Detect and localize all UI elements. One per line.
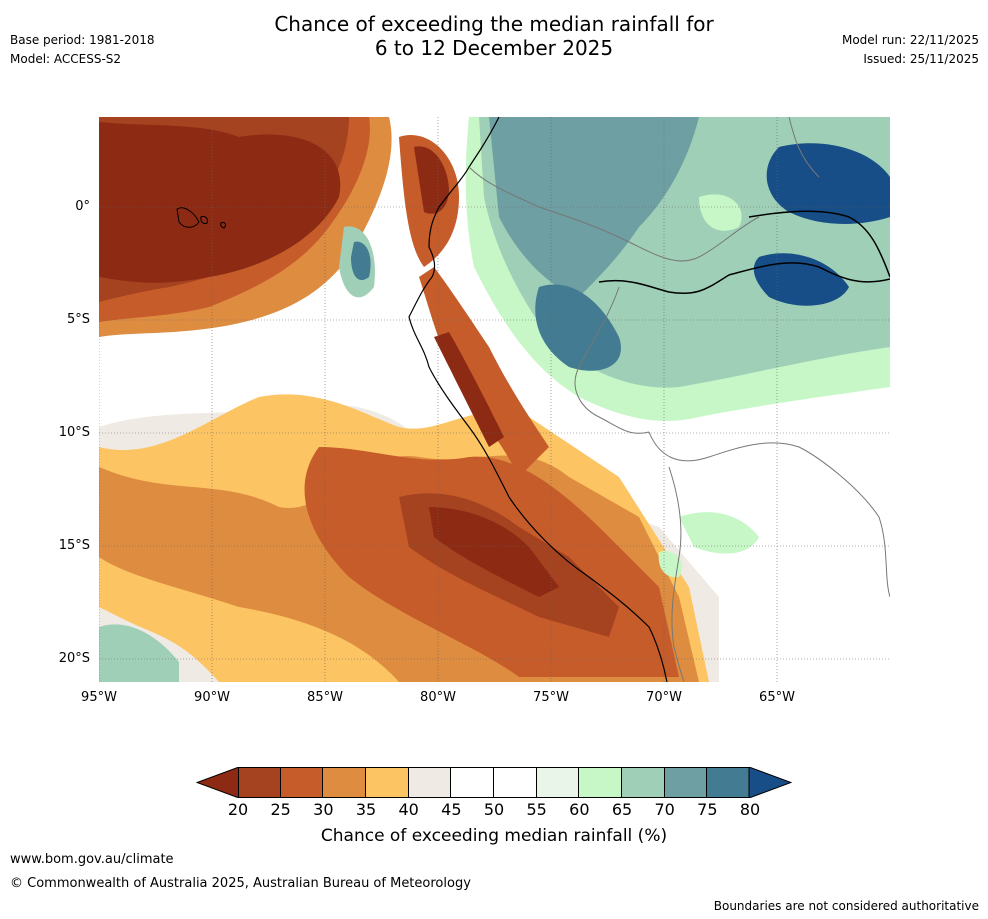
lat-label-5s: 5°S bbox=[66, 312, 90, 327]
colorbar-cell bbox=[536, 767, 580, 798]
coastal-dark-band bbox=[434, 332, 504, 447]
map-svg bbox=[99, 117, 890, 682]
wet-sw-corner bbox=[99, 624, 179, 682]
lat-label-15s: 15°S bbox=[58, 538, 90, 553]
coastline bbox=[408, 117, 668, 682]
lon-label-95w: 95°W bbox=[81, 690, 117, 705]
lat-label-10s: 10°S bbox=[58, 425, 90, 440]
patch-1 bbox=[679, 512, 759, 554]
high-arrow-shape bbox=[748, 767, 792, 798]
colorbar-tick-label: 40 bbox=[398, 800, 419, 819]
colorbar-tick-label: 30 bbox=[313, 800, 334, 819]
colorbar-tick-label: 65 bbox=[611, 800, 633, 819]
colorbar-cell bbox=[238, 767, 281, 798]
wet-isolated-core bbox=[351, 241, 371, 281]
footer-url[interactable]: www.bom.gov.au/climate bbox=[10, 852, 174, 867]
colorbar-tick-label: 50 bbox=[483, 800, 505, 819]
graticule bbox=[99, 117, 890, 682]
colorbar-cell bbox=[494, 767, 537, 798]
colorbar-frame bbox=[238, 767, 750, 798]
lon-label-70w: 70°W bbox=[646, 690, 682, 705]
colorbar-tick-label: 55 bbox=[526, 800, 547, 819]
galapagos-islands bbox=[176, 207, 226, 229]
lon-label-75w: 75°W bbox=[533, 690, 569, 705]
colorbar-tick-label: 45 bbox=[441, 800, 462, 819]
lon-label-80w: 80°W bbox=[420, 690, 456, 705]
model-run-text: Model run: 22/11/2025 bbox=[841, 33, 979, 47]
nw-darkest-region bbox=[99, 122, 341, 283]
colorbar-tick-label: 70 bbox=[654, 800, 675, 819]
footer-disclaimer: Boundaries are not considered authoritat… bbox=[713, 899, 979, 913]
colorbar-cell bbox=[579, 767, 623, 798]
coastal-north-dark bbox=[414, 146, 449, 214]
lon-label-65w: 65°W bbox=[759, 690, 795, 705]
footer-copyright: © Commonwealth of Australia 2025, Austra… bbox=[10, 876, 471, 891]
colorbar-cell bbox=[323, 767, 367, 798]
lon-label-85w: 85°W bbox=[307, 690, 343, 705]
base-period-text: Base period: 1981-2018 bbox=[10, 33, 155, 47]
map-title: Chance of exceeding the median rainfall … bbox=[0, 12, 988, 60]
lat-label-20s: 20°S bbox=[58, 651, 90, 666]
wet-region-green-pocket bbox=[699, 194, 742, 231]
low-arrow-shape bbox=[196, 767, 240, 798]
wet-region-darkest-2 bbox=[753, 253, 849, 306]
colorbar-cell bbox=[622, 767, 665, 798]
wet-region-darkest bbox=[766, 143, 890, 224]
amazon-river bbox=[598, 262, 890, 295]
colorbar-tick-label: 25 bbox=[270, 800, 291, 819]
colorbar-tick-label: 75 bbox=[697, 800, 718, 819]
colorbar-cell bbox=[451, 767, 495, 798]
colorbar-cell bbox=[408, 767, 452, 798]
coastal-dry-band bbox=[419, 267, 549, 477]
colorbar-cell bbox=[664, 767, 708, 798]
colorbar-tick-label: 60 bbox=[569, 800, 590, 819]
colorbar-label: Chance of exceeding median rainfall (%) bbox=[320, 826, 668, 846]
model-text: Model: ACCESS-S2 bbox=[10, 52, 122, 66]
river-north bbox=[748, 210, 890, 278]
colorbar-low-arrow bbox=[196, 767, 240, 798]
colorbar-high-arrow bbox=[748, 767, 792, 798]
colorbar-tick-label: 20 bbox=[227, 800, 249, 819]
colorbar bbox=[238, 767, 751, 798]
darkest-region-south bbox=[429, 507, 559, 597]
lat-label-0: 0° bbox=[75, 199, 90, 214]
rainfall-map bbox=[99, 117, 890, 682]
colorbar-tick-label: 35 bbox=[355, 800, 377, 819]
country-borders bbox=[468, 117, 890, 682]
wet-region-darker bbox=[535, 284, 621, 371]
colorbar-tick-label: 80 bbox=[739, 800, 761, 819]
title-line-2: 6 to 12 December 2025 bbox=[374, 36, 614, 60]
colorbar-cell bbox=[366, 767, 409, 798]
issued-text: Issued: 25/11/2025 bbox=[863, 52, 979, 66]
lon-label-90w: 90°W bbox=[194, 690, 230, 705]
colorbar-cell bbox=[280, 767, 324, 798]
title-line-1: Chance of exceeding the median rainfall … bbox=[274, 12, 714, 36]
